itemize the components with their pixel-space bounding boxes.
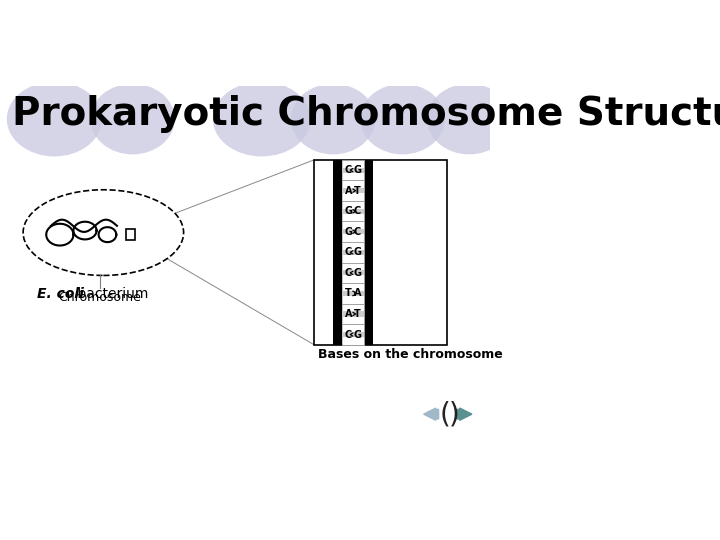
Ellipse shape (291, 84, 375, 154)
Bar (342, 221, 364, 242)
Text: G: G (345, 227, 353, 237)
Bar (342, 312, 364, 316)
Text: C: C (345, 268, 352, 278)
Text: A: A (354, 288, 361, 299)
Text: G: G (353, 247, 361, 258)
Bar (342, 262, 364, 283)
Text: Chromosome: Chromosome (58, 291, 141, 304)
Ellipse shape (6, 82, 102, 157)
Text: T: T (354, 186, 361, 195)
Text: C: C (345, 165, 352, 175)
Bar (342, 160, 364, 180)
FancyArrow shape (423, 408, 438, 420)
Bar (342, 250, 364, 255)
Bar (342, 283, 364, 303)
Ellipse shape (91, 84, 175, 154)
Ellipse shape (361, 84, 445, 154)
Text: C: C (354, 206, 361, 216)
Text: A: A (345, 309, 352, 319)
Text: C: C (345, 247, 352, 258)
FancyArrow shape (457, 408, 472, 420)
Text: G: G (345, 206, 353, 216)
Text: Prokaryotic Chromosome Structure: Prokaryotic Chromosome Structure (12, 94, 720, 133)
Ellipse shape (23, 190, 184, 275)
Text: Bases on the chromosome: Bases on the chromosome (318, 348, 503, 361)
Bar (342, 180, 364, 201)
Bar (342, 167, 364, 173)
Text: G: G (353, 268, 361, 278)
Text: ): ) (449, 400, 459, 428)
Bar (342, 303, 364, 324)
Text: T: T (345, 288, 351, 299)
Bar (342, 201, 364, 221)
Text: G: G (353, 165, 361, 175)
Text: bacterium: bacterium (73, 287, 149, 301)
Text: T: T (354, 309, 361, 319)
Bar (342, 229, 364, 234)
Bar (342, 242, 364, 262)
Text: (: ( (440, 400, 451, 428)
Ellipse shape (427, 84, 511, 154)
Bar (342, 188, 364, 193)
Bar (127, 228, 135, 240)
Bar (342, 291, 364, 296)
Bar (342, 208, 364, 214)
Bar (333, 160, 342, 345)
Text: G: G (353, 329, 361, 340)
Bar (364, 160, 373, 345)
Text: C: C (345, 329, 352, 340)
Bar (342, 271, 364, 275)
Text: A: A (345, 186, 352, 195)
Text: C: C (354, 227, 361, 237)
Ellipse shape (213, 82, 311, 157)
Text: E. coli: E. coli (37, 287, 84, 301)
Bar (342, 332, 364, 337)
Bar (314, 160, 447, 345)
Bar (342, 324, 364, 345)
